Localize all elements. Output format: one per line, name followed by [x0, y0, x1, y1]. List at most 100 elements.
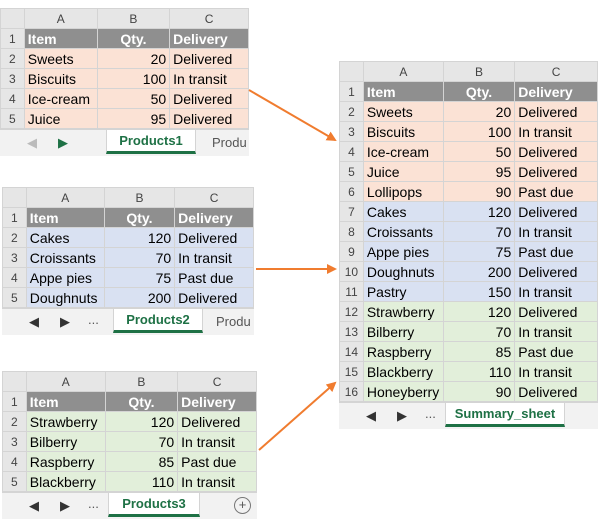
cell-qty[interactable]: 70 [442, 321, 516, 342]
cell-qty[interactable]: 90 [442, 181, 516, 202]
cell-item[interactable]: Item [25, 391, 106, 412]
cell-delivery[interactable]: Past due [514, 341, 598, 362]
triangle-right-icon[interactable]: ▶︎ [397, 408, 407, 423]
row-number[interactable]: 2 [2, 411, 27, 432]
row-number[interactable]: 11 [339, 281, 364, 302]
cell-delivery[interactable]: Past due [514, 181, 598, 202]
cell-delivery[interactable]: In transit [514, 281, 598, 302]
row-number[interactable]: 4 [2, 451, 27, 472]
column-header-a[interactable]: A [362, 61, 444, 82]
tab-products3[interactable]: Products3 [108, 493, 200, 517]
cell-delivery[interactable]: Delivered [174, 287, 254, 308]
cell-item[interactable]: Appe pies [362, 241, 444, 262]
cell-item[interactable]: Sweets [362, 101, 444, 122]
column-header-a[interactable]: A [25, 187, 105, 208]
cell-item[interactable]: Lollipops [362, 181, 444, 202]
cell-item[interactable]: Sweets [23, 48, 98, 69]
cell-item[interactable]: Croissants [25, 247, 105, 268]
cell-item[interactable]: Raspberry [362, 341, 444, 362]
row-number[interactable]: 1 [2, 391, 27, 412]
cell-item[interactable]: Bilberry [25, 431, 106, 452]
cell-qty[interactable]: 200 [442, 261, 516, 282]
cell-qty[interactable]: 120 [103, 227, 176, 248]
row-number[interactable]: 2 [2, 227, 27, 248]
cell-item[interactable]: Item [25, 207, 105, 228]
more-tabs-ellipsis[interactable]: ... [88, 312, 99, 327]
row-number[interactable]: 4 [339, 141, 364, 162]
cell-delivery[interactable]: Past due [514, 241, 598, 262]
row-number[interactable]: 3 [2, 431, 27, 452]
triangle-right-icon[interactable]: ▶︎ [58, 135, 68, 150]
cell-delivery[interactable]: Delivered [169, 48, 249, 69]
cell-qty[interactable]: 200 [103, 287, 176, 308]
tab-products2[interactable]: Products2 [113, 309, 203, 333]
cell-item[interactable]: Bilberry [362, 321, 444, 342]
select-all-corner[interactable] [339, 61, 364, 82]
cell-qty[interactable]: 20 [442, 101, 516, 122]
cell-delivery[interactable]: In transit [514, 121, 598, 142]
cell-delivery[interactable]: Delivered [169, 108, 249, 129]
cell-qty[interactable]: 70 [442, 221, 516, 242]
column-header-c[interactable]: C [177, 371, 257, 392]
cell-item[interactable]: Cakes [362, 201, 444, 222]
row-number[interactable]: 1 [2, 207, 27, 228]
triangle-right-icon[interactable]: ▶︎ [60, 498, 70, 513]
cell-item[interactable]: Raspberry [25, 451, 106, 472]
cell-delivery[interactable]: Delivered [169, 88, 249, 109]
cell-delivery[interactable]: Delivered [514, 101, 598, 122]
cell-delivery[interactable]: Delivered [514, 141, 598, 162]
tab-products1[interactable]: Products1 [106, 130, 196, 154]
plus-circle-icon[interactable]: + [234, 497, 251, 514]
triangle-right-icon[interactable]: ▶︎ [60, 314, 70, 329]
cell-qty[interactable]: 70 [103, 247, 176, 268]
cell-delivery[interactable]: In transit [514, 321, 598, 342]
cell-qty[interactable]: 50 [442, 141, 516, 162]
cell-delivery[interactable]: Past due [174, 267, 254, 288]
tab-summary-sheet[interactable]: Summary_sheet [445, 403, 565, 427]
cell-delivery[interactable]: Delivery [169, 28, 249, 49]
row-number[interactable]: 2 [339, 101, 364, 122]
cell-delivery[interactable]: In transit [177, 471, 257, 492]
row-number[interactable]: 12 [339, 301, 364, 322]
row-number[interactable]: 16 [339, 381, 364, 402]
triangle-left-icon[interactable]: ◀︎ [29, 314, 39, 329]
row-number[interactable]: 10 [339, 261, 364, 282]
cell-delivery[interactable]: Delivered [514, 161, 598, 182]
cell-item[interactable]: Ice-cream [23, 88, 98, 109]
row-number[interactable]: 3 [0, 68, 25, 89]
tab-next-partial[interactable]: Produ [216, 314, 251, 329]
cell-qty[interactable]: 75 [103, 267, 176, 288]
cell-qty[interactable]: 110 [442, 361, 516, 382]
cell-qty[interactable]: 120 [104, 411, 179, 432]
select-all-corner[interactable] [2, 187, 27, 208]
column-header-b[interactable]: B [104, 371, 179, 392]
cell-delivery[interactable]: In transit [169, 68, 249, 89]
cell-item[interactable]: Juice [23, 108, 98, 129]
cell-item[interactable]: Item [362, 81, 444, 102]
cell-delivery[interactable]: Delivered [514, 201, 598, 222]
column-header-b[interactable]: B [96, 8, 171, 29]
cell-qty[interactable]: 90 [442, 381, 516, 402]
cell-qty[interactable]: 120 [442, 301, 516, 322]
cell-qty[interactable]: 110 [104, 471, 179, 492]
row-number[interactable]: 4 [0, 88, 25, 109]
triangle-left-icon[interactable]: ◀︎ [366, 408, 376, 423]
more-tabs-ellipsis[interactable]: ... [88, 496, 99, 511]
cell-item[interactable]: Blackberry [362, 361, 444, 382]
cell-delivery[interactable]: In transit [514, 361, 598, 382]
row-number[interactable]: 15 [339, 361, 364, 382]
cell-item[interactable]: Pastry [362, 281, 444, 302]
cell-item[interactable]: Honeyberry [362, 381, 444, 402]
row-number[interactable]: 14 [339, 341, 364, 362]
cell-qty[interactable]: 150 [442, 281, 516, 302]
cell-qty[interactable]: 95 [96, 108, 171, 129]
cell-delivery[interactable]: Delivered [174, 227, 254, 248]
cell-item[interactable]: Biscuits [23, 68, 98, 89]
cell-delivery[interactable]: Delivered [514, 381, 598, 402]
row-number[interactable]: 5 [2, 287, 27, 308]
cell-delivery[interactable]: In transit [174, 247, 254, 268]
triangle-left-icon[interactable]: ◀︎ [27, 135, 37, 150]
cell-delivery[interactable]: Delivered [177, 411, 257, 432]
more-tabs-ellipsis[interactable]: ... [425, 406, 436, 421]
cell-qty[interactable]: 120 [442, 201, 516, 222]
